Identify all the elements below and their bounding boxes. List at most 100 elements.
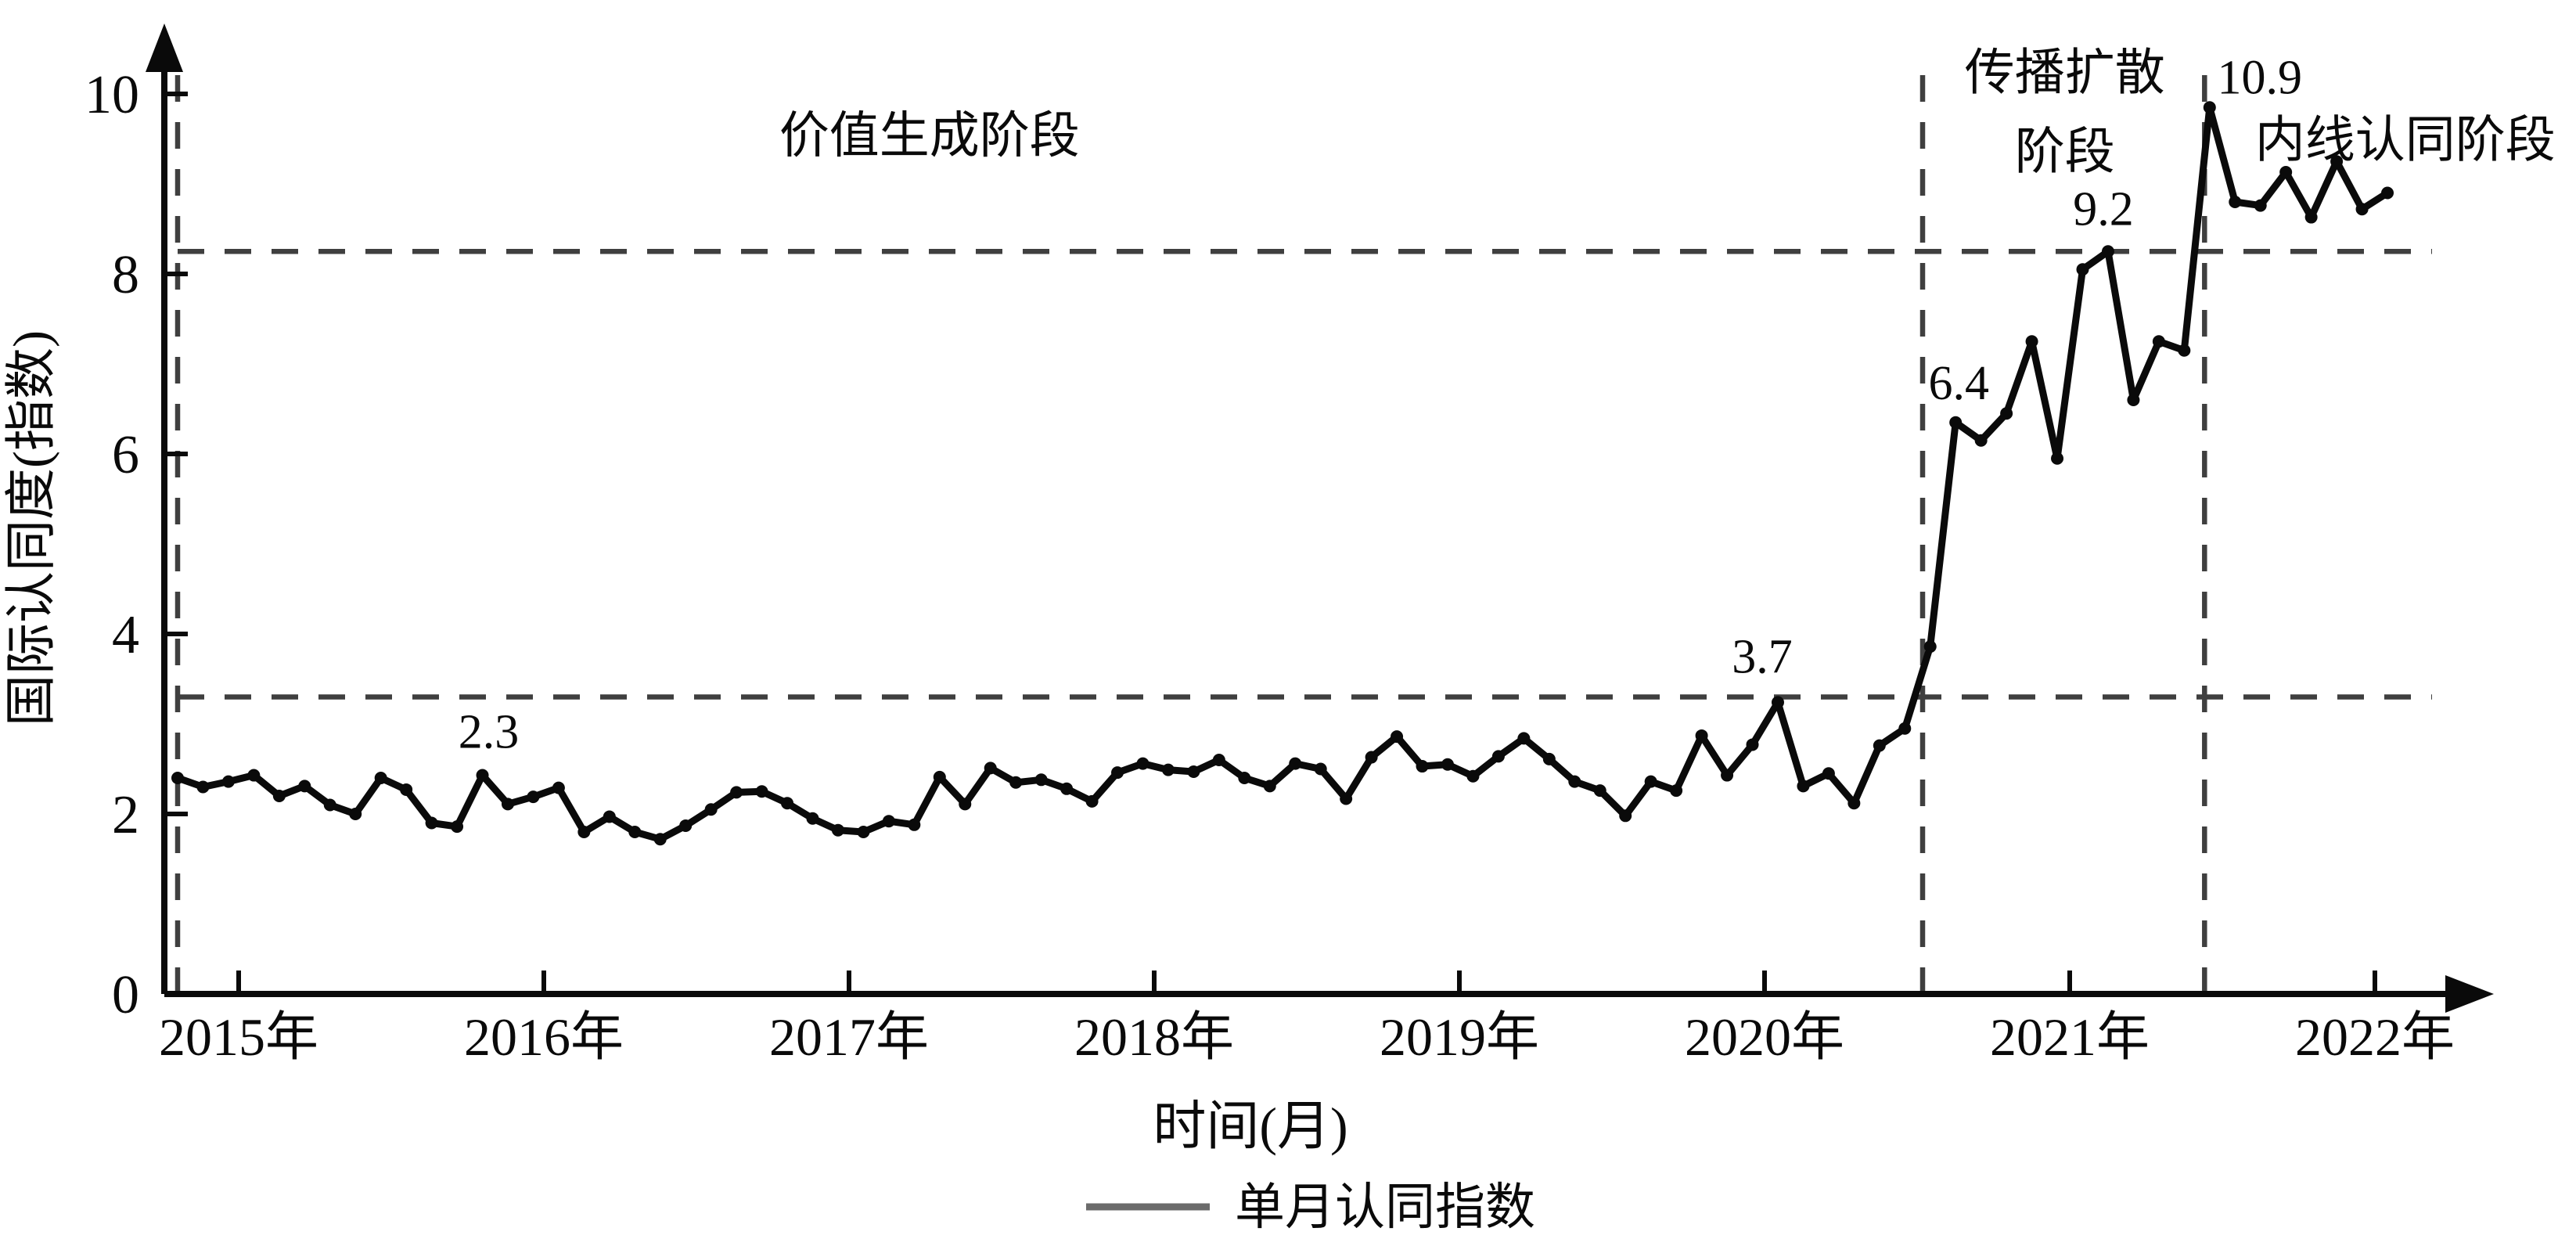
axes (146, 23, 2494, 1013)
data-point (323, 798, 336, 812)
phase-label-价值生成阶段: 价值生成阶段 (779, 108, 1080, 164)
x-tick-label-2022年: 2022年 (2295, 1007, 2455, 1067)
data-point (2000, 407, 2013, 420)
data-point (603, 810, 616, 823)
data-point (298, 780, 311, 793)
x-tick-label-2018年: 2018年 (1074, 1007, 1234, 1067)
legend-label: 单月认同指数 (1235, 1179, 1535, 1235)
data-point (451, 820, 464, 834)
data-point (577, 826, 591, 838)
data-point (1923, 640, 1937, 654)
data-point (1949, 416, 1963, 429)
data-point (908, 818, 921, 831)
annotation-3.7: 3.7 (1732, 630, 1793, 683)
data-point (1136, 757, 1149, 770)
y-axis-arrow (146, 23, 183, 72)
data-point (1542, 752, 1556, 765)
data-point (2330, 155, 2344, 168)
annotations: 2.3 3.7 6.4 9.2 10.9 (459, 51, 2302, 758)
data-point (501, 798, 514, 811)
phase-label-传播扩散阶段: 传播扩散 (1965, 45, 2165, 100)
data-point (1161, 763, 1175, 776)
data-point (171, 772, 184, 784)
data-point (196, 780, 210, 794)
y-axis-ticks: 0 2 4 6 8 10 (85, 65, 188, 1025)
data-point (1187, 765, 1200, 778)
data-point (1441, 758, 1454, 771)
data-point (1670, 784, 1683, 798)
data-point (2279, 166, 2293, 179)
series-line (174, 103, 2391, 843)
data-point (2076, 263, 2089, 276)
data-point (1085, 794, 1099, 808)
data-point (1289, 757, 1302, 770)
x-axis-ticks: 2015年 2016年 2017年 2018年 2019年 2020年 2021年 2022年 (159, 971, 2455, 1067)
data-point (1822, 767, 1835, 780)
data-point (781, 797, 794, 810)
x-tick-label-2021年: 2021年 (1990, 1007, 2150, 1067)
data-point (2101, 245, 2114, 258)
data-point (1365, 751, 1378, 764)
data-point (349, 808, 362, 820)
phase-label-内线认同阶段: 内线认同阶段 (2255, 113, 2556, 168)
data-point (2254, 199, 2267, 212)
data-point (1238, 772, 1251, 784)
data-point (1746, 738, 1759, 751)
data-point (1517, 732, 1531, 745)
data-point (857, 826, 870, 838)
y-tick-label-10: 10 (85, 65, 139, 125)
data-point (2355, 203, 2369, 216)
data-point (1314, 762, 1327, 776)
data-point (1873, 739, 1886, 752)
x-axis-arrow (2445, 975, 2494, 1013)
data-point (1212, 754, 1225, 766)
data-point (1060, 782, 1074, 795)
data-point (755, 785, 768, 798)
data-point (628, 826, 642, 838)
annotation-9.2: 9.2 (2073, 182, 2134, 236)
data-point (959, 798, 972, 811)
data-series (171, 101, 2394, 846)
data-point (1619, 809, 1632, 823)
data-point (704, 803, 718, 816)
data-point (1034, 773, 1048, 787)
data-point (272, 790, 286, 802)
data-point (2025, 335, 2038, 348)
data-point (2178, 344, 2191, 357)
data-point (679, 819, 693, 832)
phase-dividers (174, 55, 2207, 994)
data-point (933, 770, 946, 783)
data-point (1491, 750, 1505, 763)
y-tick-label-8: 8 (112, 245, 139, 305)
data-point (1593, 784, 1606, 798)
threshold-lines (178, 249, 2432, 700)
y-tick-label-0: 0 (112, 965, 139, 1025)
y-axis-title: 国际认同度(指数) (3, 330, 60, 726)
data-point (476, 769, 489, 782)
data-point (882, 815, 895, 828)
data-point (1391, 730, 1404, 744)
data-point (2229, 196, 2242, 208)
data-point (374, 772, 387, 784)
data-point (1771, 696, 1784, 709)
phase-label-传播扩散阶段: 阶段 (2015, 124, 2115, 179)
data-point (247, 769, 261, 782)
data-point (653, 833, 667, 846)
data-point (2203, 101, 2216, 114)
data-point (2127, 394, 2140, 406)
data-point (2152, 335, 2165, 348)
annotation-10.9: 10.9 (2218, 51, 2303, 104)
x-axis-title: 时间(月) (1153, 1097, 1347, 1156)
data-point (1721, 769, 1734, 782)
data-point (1340, 792, 1353, 805)
x-tick-label-2015年: 2015年 (159, 1007, 318, 1067)
data-point (1263, 780, 1276, 793)
data-point (400, 783, 413, 796)
data-point (1974, 434, 1988, 447)
data-point (1416, 760, 1429, 773)
data-point (2304, 211, 2318, 224)
data-point (2381, 186, 2394, 200)
data-point (1847, 797, 1861, 810)
